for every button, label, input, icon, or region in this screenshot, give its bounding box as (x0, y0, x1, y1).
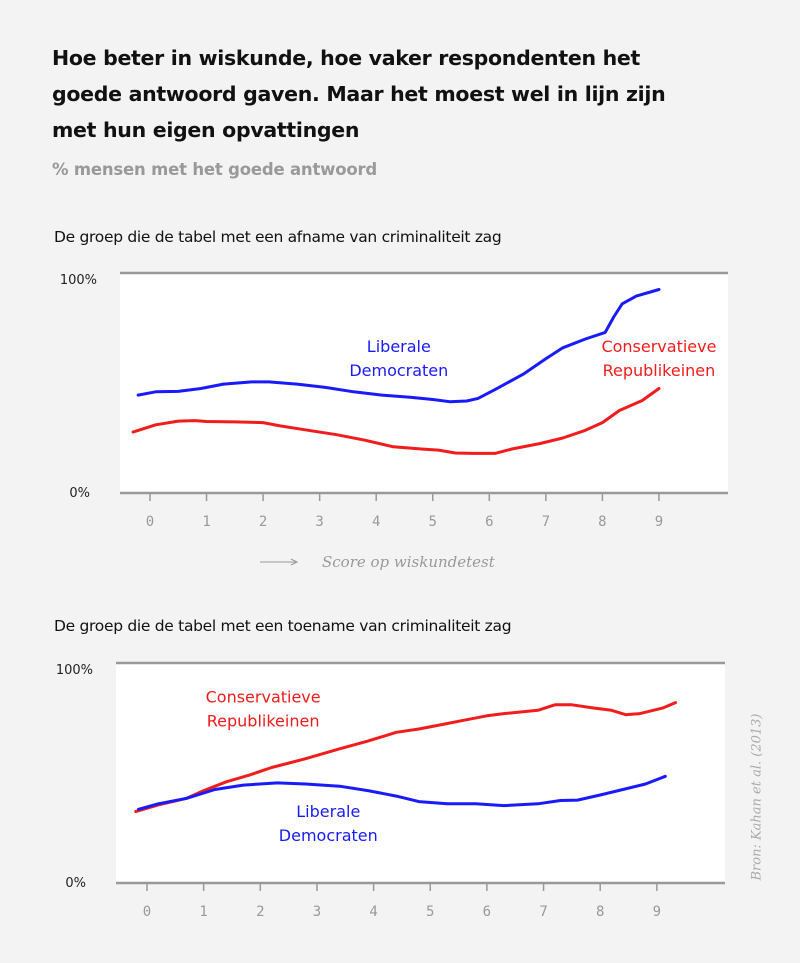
series-label: Republikeinen (603, 361, 716, 380)
plot-area (116, 663, 725, 883)
x-tick-label: 7 (542, 514, 550, 530)
series-label: Liberale (296, 802, 360, 821)
x-tick-label: 6 (485, 514, 493, 530)
y-tick-label-max: 100% (60, 273, 97, 288)
x-tick-label: 0 (143, 904, 151, 920)
series-label: Conservatieve (206, 688, 321, 707)
x-tick-label: 5 (426, 904, 434, 920)
x-tick-label: 4 (372, 514, 380, 530)
x-tick-label: 9 (653, 904, 661, 920)
x-tick-label: 5 (429, 514, 437, 530)
series-label: Democraten (279, 826, 378, 845)
source-credit: Bron: Kahan et al. (2013) (749, 713, 765, 881)
x-tick-label: 4 (369, 904, 377, 920)
x-tick-label: 1 (202, 514, 210, 530)
x-axis-label: Score op wiskundetest (322, 553, 496, 571)
chart-increase: 100% 0% 0 1 2 3 4 5 6 7 8 9 Conservatieve Republikein… (56, 661, 725, 920)
arrow-head-icon (290, 558, 299, 566)
x-tick-label: 3 (313, 904, 321, 920)
y-tick-label-min: 0% (65, 876, 86, 891)
series-line-democrats (137, 774, 667, 811)
chart-decrease: 100% 0% 0 1 2 3 4 5 6 7 8 9 Score op wiskundetest Lib… (60, 271, 728, 571)
series-line-democrats (136, 288, 661, 404)
chart-subtitle: % mensen met het goede antwoord (52, 160, 378, 179)
series-label: Liberale (367, 337, 431, 356)
y-tick-label-max: 100% (56, 663, 93, 678)
x-tick-label: 2 (256, 904, 264, 920)
x-tick-label: 3 (315, 514, 323, 530)
x-tick-label: 8 (598, 514, 606, 530)
series-line-republicans (131, 387, 661, 455)
x-tick-label: 2 (259, 514, 267, 530)
chart-title: Hoe beter in wiskunde, hoe vaker respond… (52, 46, 666, 142)
x-tick-label: 9 (655, 514, 663, 530)
y-tick-label-min: 0% (69, 486, 90, 501)
series-line-republicans (134, 701, 677, 813)
series-label: Republikeinen (207, 712, 320, 731)
series-label: Conservatieve (601, 337, 716, 356)
x-tick-label: 8 (596, 904, 604, 920)
panel-title-decrease: De groep die de tabel met een afname van… (54, 228, 502, 246)
plot-area (120, 273, 728, 493)
series-label: Democraten (349, 361, 448, 380)
panel-title-increase: De groep die de tabel met een toename va… (54, 617, 512, 635)
x-tick-label: 7 (539, 904, 547, 920)
x-tick-label: 0 (146, 514, 154, 530)
x-tick-label: 1 (199, 904, 207, 920)
x-tick-label: 6 (483, 904, 491, 920)
